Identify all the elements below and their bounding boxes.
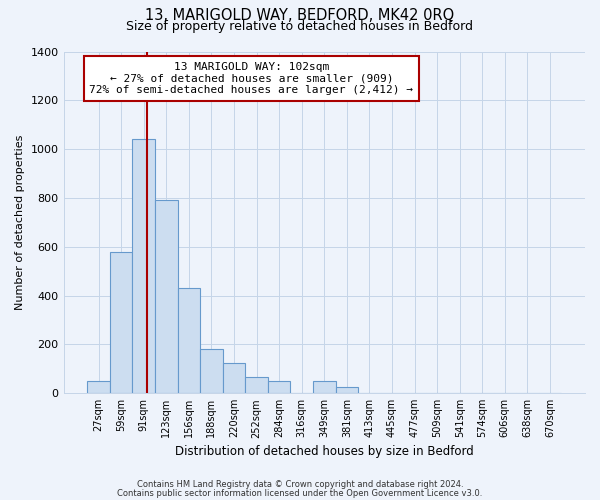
Bar	[335, 387, 358, 393]
Bar	[223, 362, 245, 393]
Bar	[133, 140, 155, 393]
Text: Contains HM Land Registry data © Crown copyright and database right 2024.: Contains HM Land Registry data © Crown c…	[137, 480, 463, 489]
Bar	[245, 378, 268, 393]
Bar	[200, 350, 223, 393]
Bar	[268, 381, 290, 393]
Y-axis label: Number of detached properties: Number of detached properties	[15, 134, 25, 310]
Bar	[87, 381, 110, 393]
Bar	[155, 200, 178, 393]
Text: 13, MARIGOLD WAY, BEDFORD, MK42 0RQ: 13, MARIGOLD WAY, BEDFORD, MK42 0RQ	[145, 8, 455, 22]
Bar	[178, 288, 200, 393]
Text: Size of property relative to detached houses in Bedford: Size of property relative to detached ho…	[127, 20, 473, 33]
Bar	[313, 382, 335, 393]
Text: Contains public sector information licensed under the Open Government Licence v3: Contains public sector information licen…	[118, 488, 482, 498]
Text: 13 MARIGOLD WAY: 102sqm
← 27% of detached houses are smaller (909)
72% of semi-d: 13 MARIGOLD WAY: 102sqm ← 27% of detache…	[89, 62, 413, 95]
Bar	[110, 252, 133, 393]
X-axis label: Distribution of detached houses by size in Bedford: Distribution of detached houses by size …	[175, 444, 473, 458]
